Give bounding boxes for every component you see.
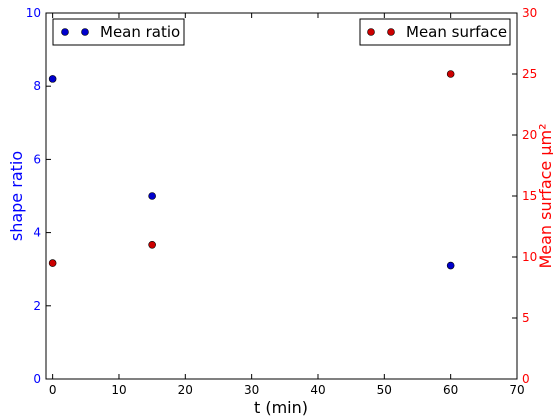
mean-surface-point [48, 259, 57, 267]
right-y-tick-label: 0 [522, 372, 530, 386]
x-tick-label: 10 [111, 383, 126, 397]
legend-label: Mean surface [406, 23, 507, 41]
legend-label: Mean ratio [100, 23, 180, 41]
x-tick-label: 30 [244, 383, 259, 397]
x-tick-label: 50 [377, 383, 392, 397]
legend-marker [81, 28, 89, 36]
right-y-tick-label: 5 [522, 311, 530, 325]
x-tick-label: 40 [310, 383, 325, 397]
legend-mean-surface: Mean surface [359, 18, 511, 46]
plot-frame [45, 12, 518, 380]
left-y-axis-ticks: 0 2 4 6 8 10 [26, 6, 51, 386]
x-tick-label: 0 [49, 383, 57, 397]
left-y-tick-label: 2 [33, 299, 41, 313]
mean-ratio-point [446, 261, 455, 270]
legend-box [359, 18, 511, 46]
legend-box [52, 18, 185, 46]
legend-marker [387, 28, 395, 36]
mean-surface-point [148, 241, 156, 249]
right-y-tick-label: 10 [522, 250, 537, 264]
mean-surface-point [446, 70, 455, 78]
right-y-tick-label: 25 [522, 67, 537, 81]
right-y-axis-ticks: 0 5 10 15 20 25 30 [512, 6, 537, 386]
x-axis-ticks: 0 10 20 30 40 50 60 70 [49, 13, 525, 397]
left-y-tick-label: 10 [26, 6, 41, 20]
left-y-tick-label: 6 [33, 152, 41, 166]
x-axis-label: t (min) [254, 398, 308, 417]
data-points [48, 70, 455, 270]
legend-marker [61, 28, 69, 36]
right-y-tick-label: 15 [522, 189, 537, 203]
left-y-tick-label: 8 [33, 79, 41, 93]
legend-marker [367, 28, 375, 36]
mean-ratio-point [48, 75, 57, 83]
right-y-axis-label: Mean surface μm² [536, 123, 553, 268]
right-y-tick-label: 20 [522, 128, 537, 142]
mean-ratio-point [148, 192, 156, 200]
x-tick-label: 20 [178, 383, 193, 397]
right-y-tick-label: 30 [522, 6, 537, 20]
x-tick-label: 60 [443, 383, 458, 397]
left-y-tick-label: 4 [33, 226, 41, 240]
left-y-tick-label: 0 [33, 372, 41, 386]
x-tick-label: 70 [509, 383, 524, 397]
legend-mean-ratio: Mean ratio [52, 18, 185, 46]
left-y-axis-label: shape ratio [7, 151, 26, 241]
